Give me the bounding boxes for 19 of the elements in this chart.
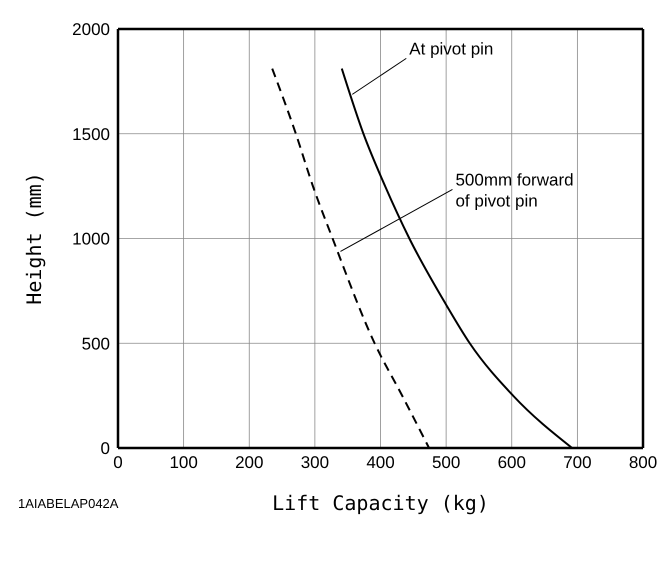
x-axis-title: Lift Capacity (kg) — [272, 491, 489, 515]
y-tick-label: 0 — [100, 439, 110, 458]
annotation: At pivot pin — [409, 39, 494, 58]
x-tick-label: 400 — [366, 453, 395, 472]
x-tick-label: 300 — [300, 453, 330, 472]
y-tick-label: 1000 — [72, 230, 110, 249]
y-tick-label: 2000 — [72, 20, 110, 40]
x-tick-label: 600 — [498, 453, 526, 472]
text: 1AIABELAP042A — [18, 496, 118, 511]
x-tick-label: 200 — [235, 453, 264, 472]
annotation: 500mm forward of pivot pin — [455, 170, 574, 210]
x-tick-label: 100 — [169, 453, 198, 472]
x-tick-label: 800 — [628, 453, 658, 472]
y-axis-title: Height (mm) — [22, 172, 46, 305]
x-tick-label: 0 — [113, 453, 123, 472]
x-tick-label: 500 — [432, 453, 460, 472]
y-tick-label: 1500 — [72, 124, 110, 144]
y-tick-label: 500 — [82, 334, 110, 354]
x-tick-label: 700 — [563, 453, 592, 472]
